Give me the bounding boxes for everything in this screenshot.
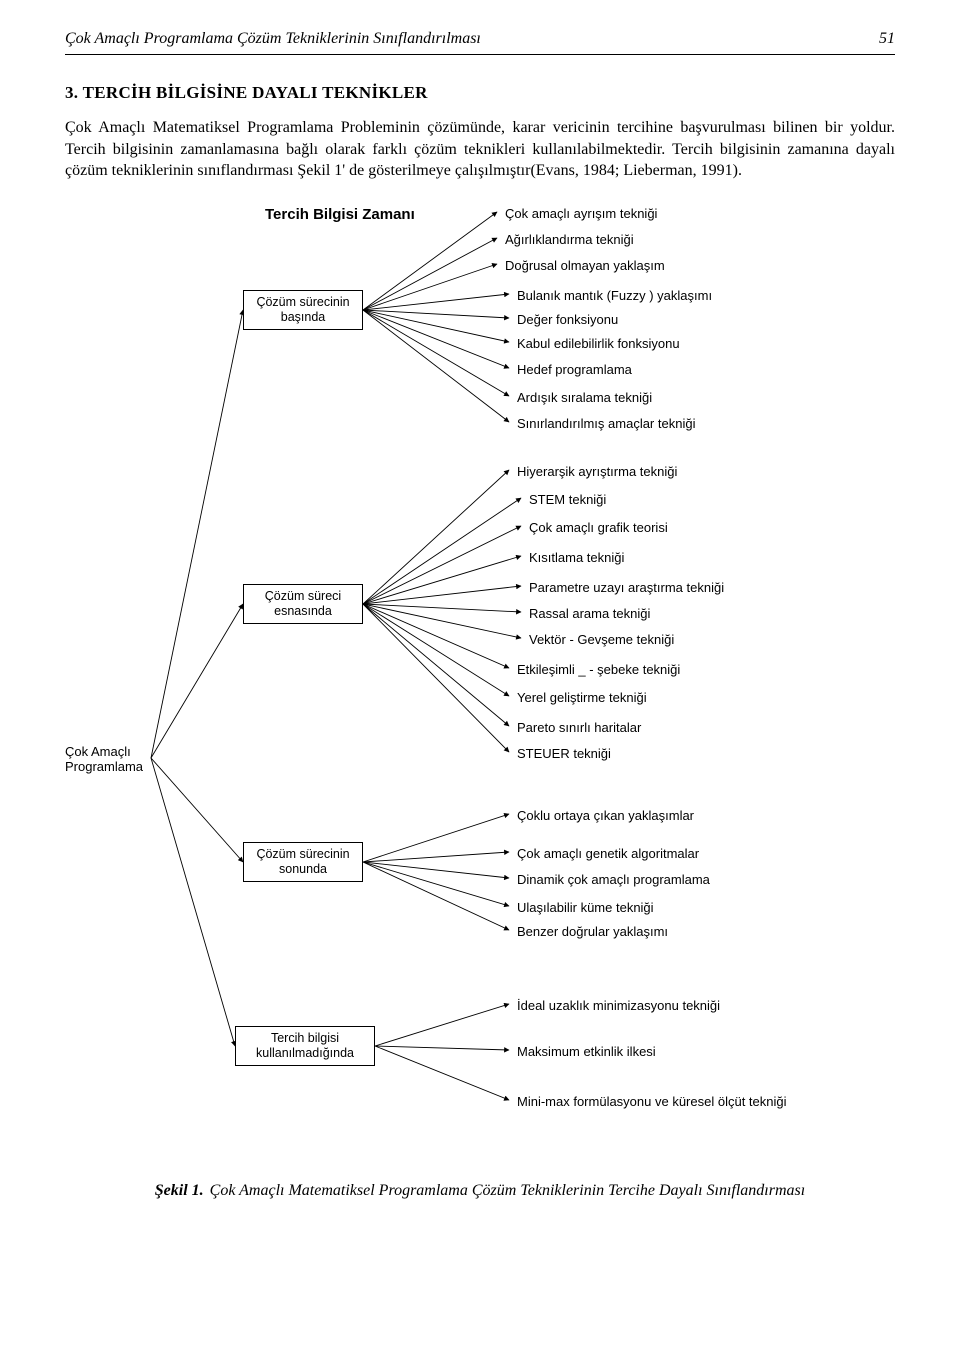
diagram-leaf-label: Ulaşılabilir küme tekniği xyxy=(517,900,654,915)
diagram-leaf-label: Hiyerarşik ayrıştırma tekniği xyxy=(517,464,677,479)
diagram-leaf-label: Doğrusal olmayan yaklaşım xyxy=(505,258,665,273)
diagram-leaf-label: Vektör - Gevşeme tekniği xyxy=(529,632,674,647)
diagram: Tercih Bilgisi Zamanı Çok AmaçlıProgramla… xyxy=(65,206,895,1166)
section-paragraph: Çok Amaçlı Matematiksel Programlama Prob… xyxy=(65,117,895,182)
diagram-leaf-label: Sınırlandırılmış amaçlar tekniği xyxy=(517,416,695,431)
diagram-branch-box: Çözüm süreciesnasında xyxy=(243,584,363,624)
header-rule xyxy=(65,54,895,55)
diagram-leaf-label: Mini-max formülasyonu ve küresel ölçüt t… xyxy=(517,1094,787,1109)
diagram-leaf-label: Çok amaçlı genetik algoritmalar xyxy=(517,846,699,861)
diagram-title: Tercih Bilgisi Zamanı xyxy=(265,206,415,223)
diagram-leaf-label: Parametre uzayı araştırma tekniği xyxy=(529,580,724,595)
section-heading: 3. TERCİH BİLGİSİNE DAYALI TEKNİKLER xyxy=(65,83,895,103)
diagram-leaf-label: Pareto sınırlı haritalar xyxy=(517,720,641,735)
diagram-branch-box: Çözüm sürecininbaşında xyxy=(243,290,363,330)
page-number: 51 xyxy=(865,30,895,48)
diagram-leaf-label: Dinamik çok amaçlı programlama xyxy=(517,872,710,887)
diagram-leaf-label: Ağırlıklandırma tekniği xyxy=(505,232,634,247)
diagram-leaf-label: Benzer doğrular yaklaşımı xyxy=(517,924,668,939)
diagram-leaf-label: Etkileşimli _ - şebeke tekniği xyxy=(517,662,680,677)
diagram-leaf-label: Değer fonksiyonu xyxy=(517,312,618,327)
diagram-leaf-label: Kabul edilebilirlik fonksiyonu xyxy=(517,336,680,351)
running-title: Çok Amaçlı Programlama Çözüm Tekniklerin… xyxy=(65,30,865,48)
diagram-leaf-label: Çoklu ortaya çıkan yaklaşımlar xyxy=(517,808,694,823)
diagram-leaf-label: Hedef programlama xyxy=(517,362,632,377)
diagram-leaf-label: STEM tekniği xyxy=(529,492,606,507)
caption-label: Şekil 1. xyxy=(155,1182,204,1200)
diagram-leaf-label: Rassal arama tekniği xyxy=(529,606,650,621)
diagram-branch-box: Çözüm sürecininsonunda xyxy=(243,842,363,882)
diagram-leaf-label: Çok amaçlı ayrışım tekniği xyxy=(505,206,657,221)
diagram-leaf-label: Kısıtlama tekniği xyxy=(529,550,624,565)
diagram-leaf-label: Yerel geliştirme tekniği xyxy=(517,690,647,705)
running-header: Çok Amaçlı Programlama Çözüm Tekniklerin… xyxy=(65,0,895,48)
diagram-root-label: Çok AmaçlıProgramlama xyxy=(65,744,143,774)
diagram-leaf-label: Maksimum etkinlik ilkesi xyxy=(517,1044,656,1059)
diagram-branch-box: Tercih bilgisikullanılmadığında xyxy=(235,1026,375,1066)
diagram-leaf-label: Çok amaçlı grafik teorisi xyxy=(529,520,668,535)
diagram-leaf-label: Ardışık sıralama tekniği xyxy=(517,390,652,405)
page: Çok Amaçlı Programlama Çözüm Tekniklerin… xyxy=(0,0,960,1250)
caption-text: Çok Amaçlı Matematiksel Programlama Çözü… xyxy=(210,1182,806,1200)
diagram-leaf-label: STEUER tekniği xyxy=(517,746,611,761)
diagram-leaf-label: Bulanık mantık (Fuzzy ) yaklaşımı xyxy=(517,288,712,303)
diagram-leaf-label: İdeal uzaklık minimizasyonu tekniği xyxy=(517,998,720,1013)
figure-caption: Şekil 1. Çok Amaçlı Matematiksel Program… xyxy=(65,1182,895,1200)
